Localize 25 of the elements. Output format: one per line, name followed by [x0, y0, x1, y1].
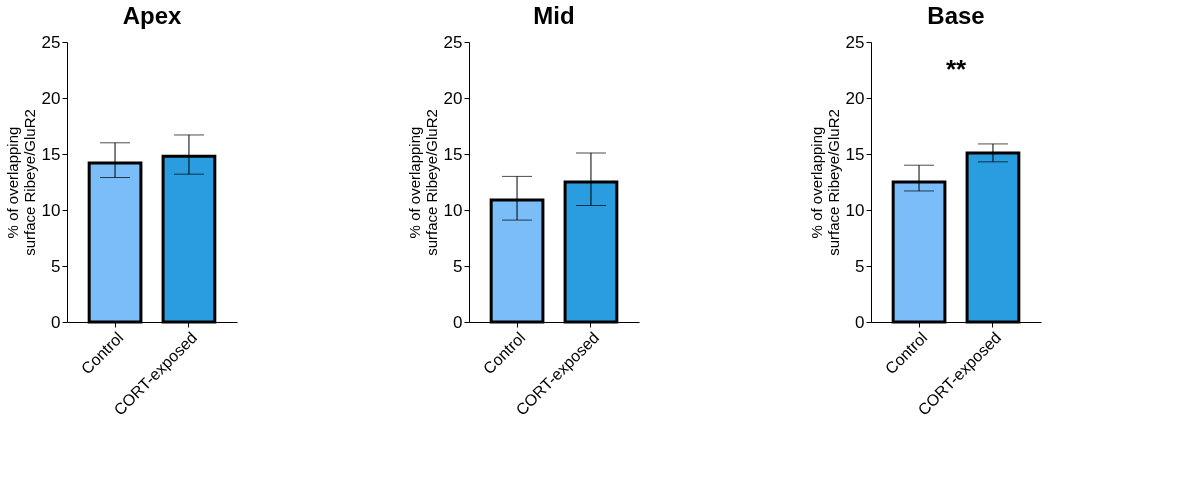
y-tick-label: 10 [845, 200, 865, 220]
y-tick-label: 15 [845, 144, 865, 164]
annotation: ** [945, 54, 967, 84]
y-tick-label: 15 [41, 144, 61, 164]
y-tick-label: 5 [855, 256, 865, 276]
chart-title: Base [927, 2, 985, 29]
y-tick-label: 0 [453, 312, 463, 332]
y-axis-title: % of overlapping surface Ribeye/GluR2 [3, 109, 38, 256]
y-tick-label: 5 [453, 256, 463, 276]
y-axis-title: % of overlapping surface Ribeye/GluR2 [807, 109, 842, 256]
chart-title: Apex [122, 2, 182, 29]
y-tick-label: 10 [41, 200, 61, 220]
y-tick-label: 20 [41, 88, 61, 108]
chart-title: Mid [533, 2, 575, 29]
y-tick-label: 15 [443, 144, 463, 164]
y-tick-label: 0 [51, 312, 61, 332]
y-tick-label: 25 [443, 32, 463, 52]
y-tick-label: 20 [845, 88, 865, 108]
y-tick-label: 20 [443, 88, 463, 108]
y-tick-label: 5 [51, 256, 61, 276]
y-axis-title: % of overlapping surface Ribeye/GluR2 [405, 109, 440, 256]
y-tick-label: 25 [41, 32, 61, 52]
y-tick-label: 0 [855, 312, 865, 332]
y-tick-label: 25 [845, 32, 865, 52]
y-tick-label: 10 [443, 200, 463, 220]
